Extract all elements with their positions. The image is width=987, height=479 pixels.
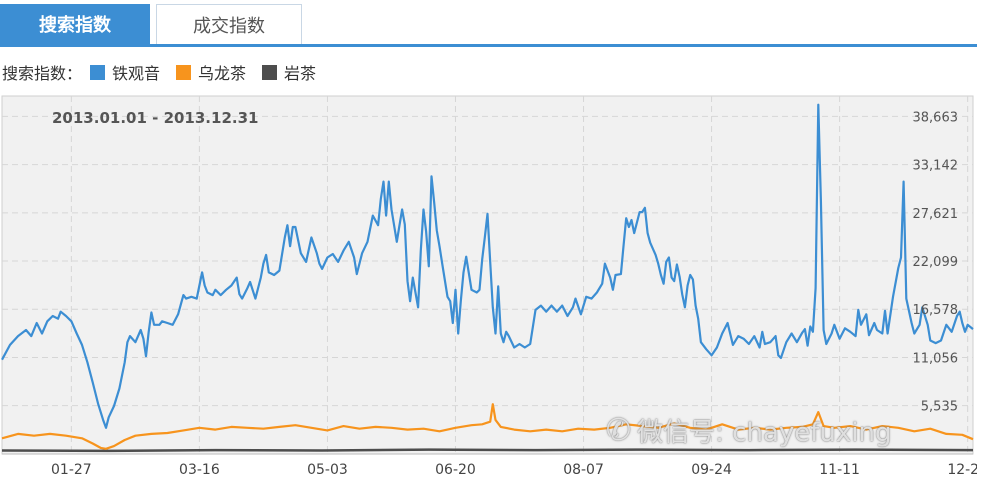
wechat-icon: ✆	[606, 413, 632, 448]
chart-legend: 搜索指数： 铁观音 乌龙茶 岩茶	[2, 60, 332, 84]
x-axis-tick-labels: 01-27 03-16 05-03 06-20 08-07 09-24 11-11 12-29	[51, 462, 977, 478]
x-tick-label: 12-29	[947, 462, 977, 478]
series-line-2	[1, 448, 974, 453]
y-axis-tick-labels: 5,535 11,056 16,578 22,099 27,621 33,142 38,66…	[913, 110, 959, 414]
x-tick-label: 08-07	[563, 462, 604, 478]
x-tick-label: 03-16	[179, 462, 220, 478]
watermark-text: 微信号: chayefuxing	[637, 418, 892, 448]
date-range-label: 2013.01.01 - 2013.12.31	[52, 109, 258, 127]
tab-transaction-index[interactable]: 成交指数	[156, 4, 302, 44]
legend-item-tieguanyin[interactable]: 铁观音	[90, 60, 160, 84]
search-index-chart: 5,535 11,056 16,578 22,099 27,621 33,142 38,66…	[0, 92, 977, 479]
legend-item-oolong[interactable]: 乌龙茶	[176, 60, 246, 84]
x-tick-label: 06-20	[435, 462, 476, 478]
legend-swatch-rock-tea	[262, 64, 278, 80]
legend-swatch-oolong	[176, 64, 192, 80]
x-tick-label: 05-03	[307, 462, 348, 478]
y-tick-label: 38,663	[913, 110, 959, 125]
legend-item-rock-tea[interactable]: 岩茶	[262, 60, 316, 84]
tab-search-index[interactable]: 搜索指数	[0, 4, 150, 44]
y-tick-label: 16,578	[913, 303, 959, 318]
x-tick-label: 01-27	[51, 462, 92, 478]
legend-label-oolong: 乌龙茶	[198, 64, 247, 83]
legend-swatch-tieguanyin	[90, 64, 106, 80]
legend-title: 搜索指数：	[2, 64, 83, 83]
legend-label-rock-tea: 岩茶	[284, 64, 317, 83]
x-tick-label: 09-24	[691, 462, 732, 478]
index-tabs: 搜索指数 成交指数	[0, 0, 977, 48]
series-line-0	[1, 103, 974, 429]
y-tick-label: 22,099	[913, 255, 959, 270]
y-tick-label: 27,621	[913, 207, 959, 222]
series-lines	[1, 103, 974, 453]
y-tick-label: 33,142	[913, 159, 959, 174]
line-chart-svg: 5,535 11,056 16,578 22,099 27,621 33,142 38,66…	[1, 95, 977, 478]
y-tick-label: 5,535	[921, 400, 958, 415]
legend-label-tieguanyin: 铁观音	[112, 64, 161, 83]
x-tick-label: 11-11	[819, 462, 860, 478]
plot-area	[1, 95, 974, 455]
series-line-1	[1, 403, 974, 450]
tab-underline	[0, 44, 977, 47]
grid-lines	[2, 96, 973, 455]
y-tick-label: 11,056	[913, 351, 959, 366]
watermark: ✆ 微信号: chayefuxing	[606, 412, 891, 449]
